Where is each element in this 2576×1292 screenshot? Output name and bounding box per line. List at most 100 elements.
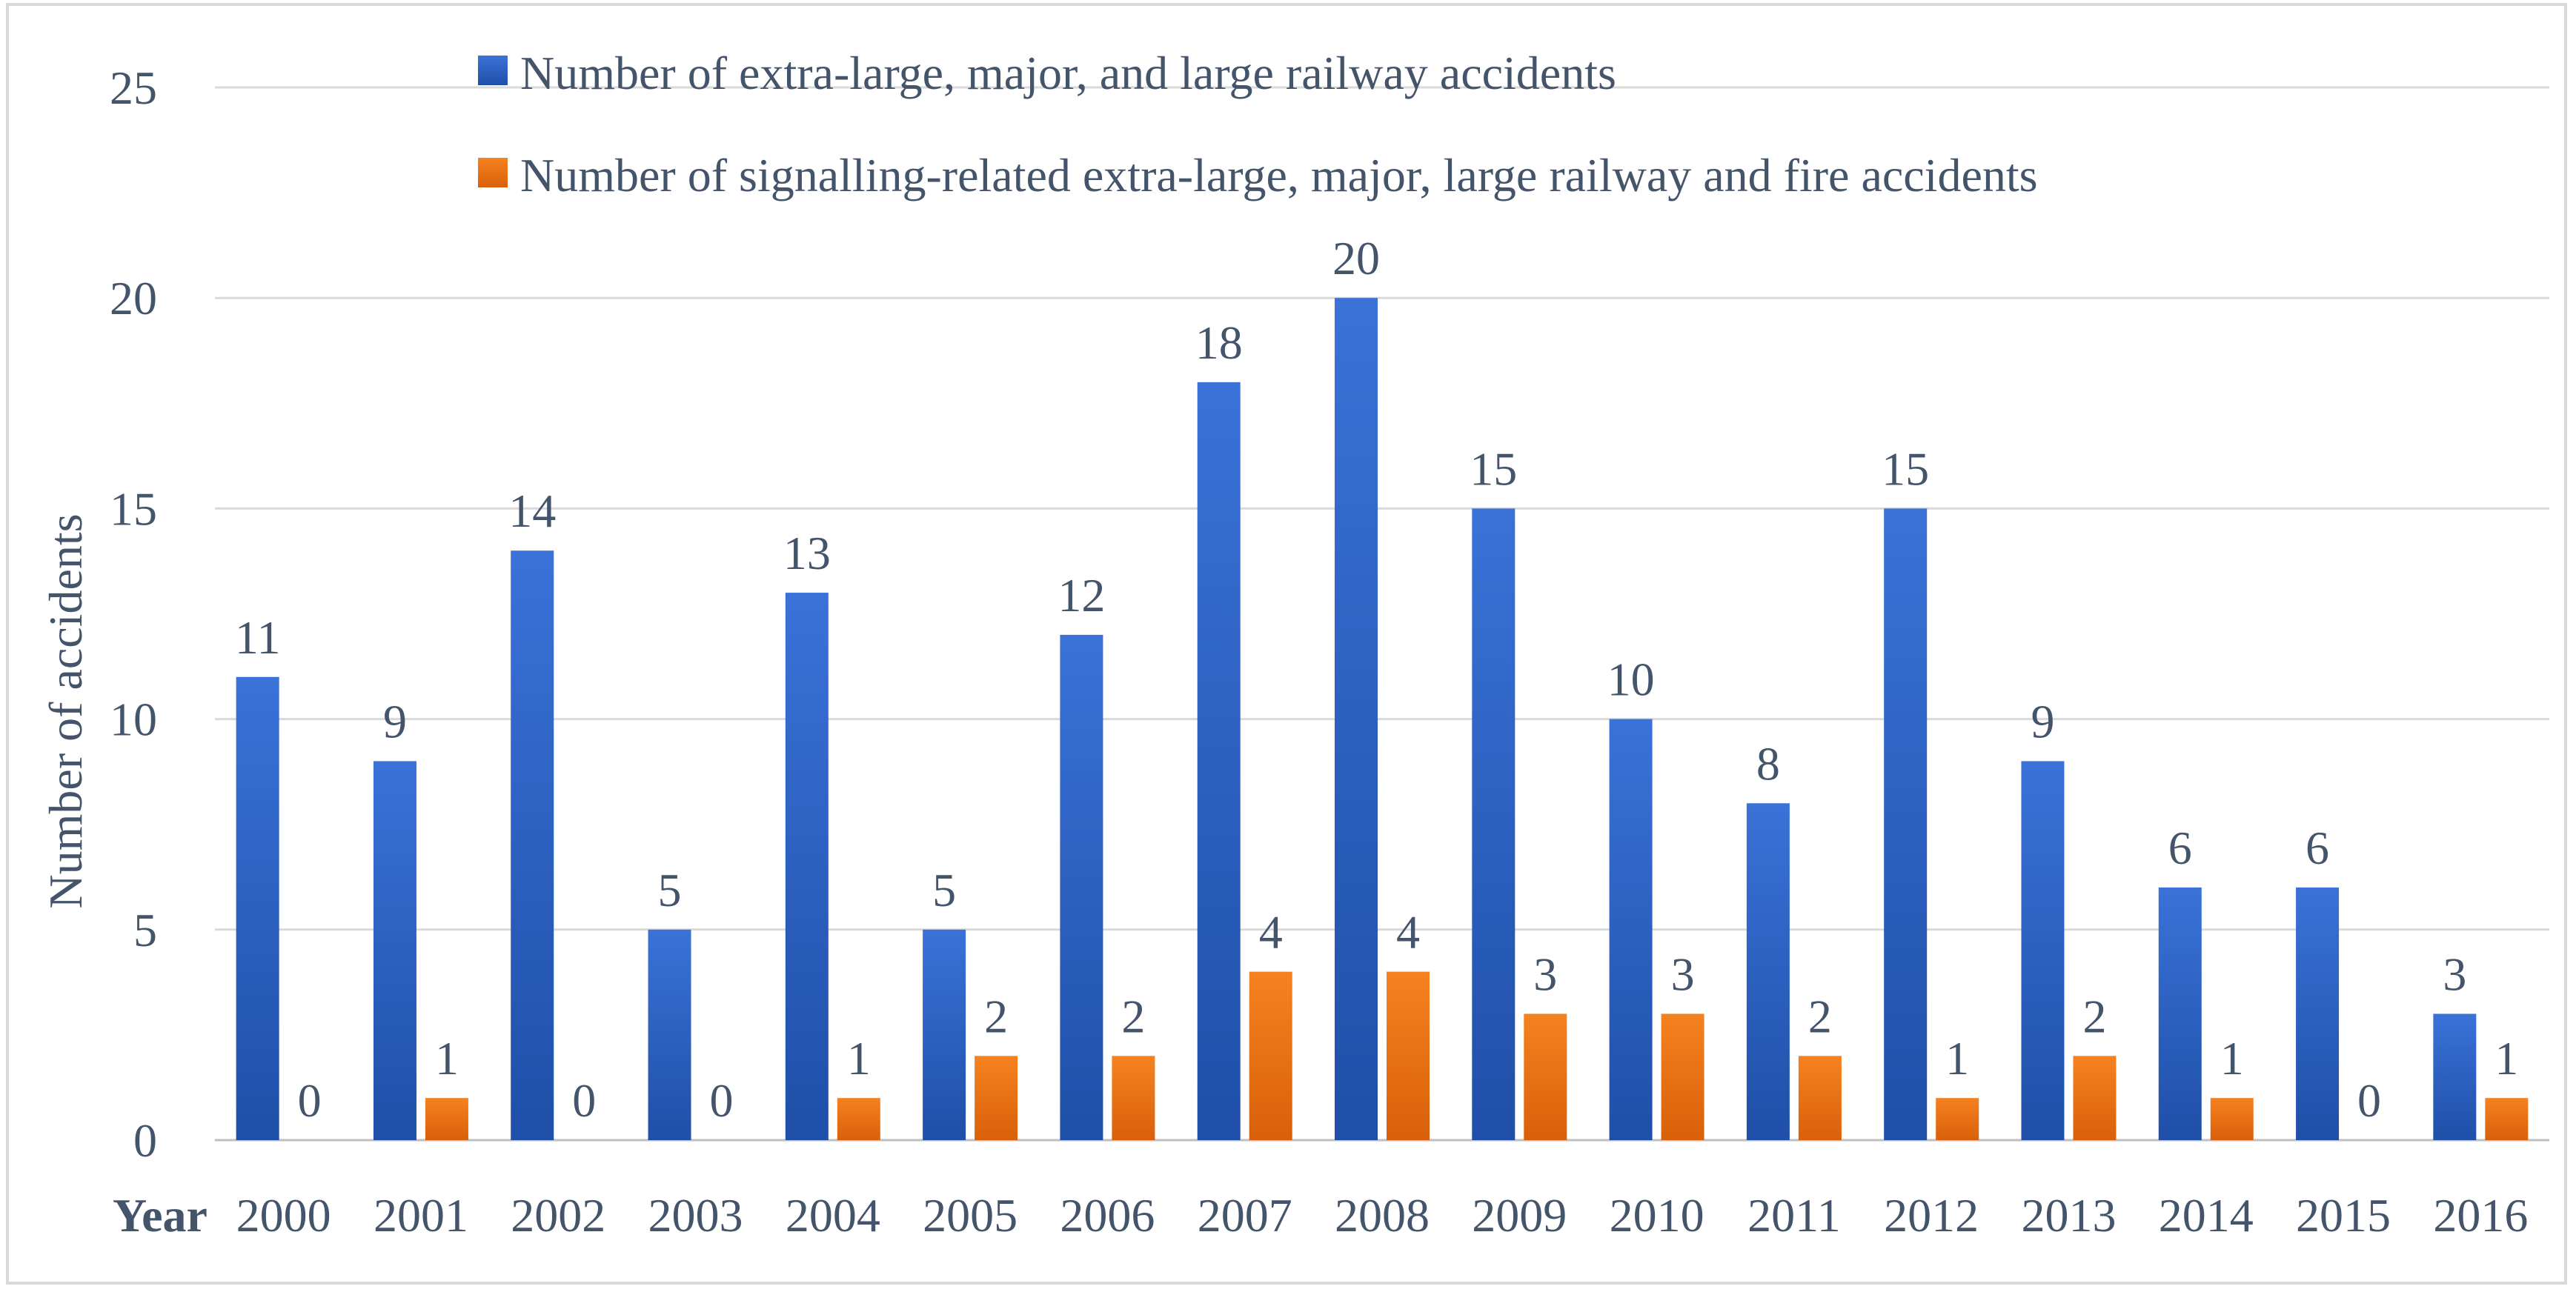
y-axis-ticks: 0 5 10 15 20 25 — [110, 61, 157, 1167]
data-label-series-1-2010: 10 — [1607, 653, 1655, 706]
x-tick-label: 2008 — [1335, 1189, 1430, 1242]
data-label-series-2-2005: 2 — [984, 990, 1008, 1042]
data-label-series-2-2004: 1 — [847, 1032, 871, 1085]
bars — [236, 298, 2529, 1141]
data-label-series-1-2013: 9 — [2031, 695, 2054, 747]
bar-series-2-2001 — [425, 1098, 468, 1140]
data-label-series-2-2016: 1 — [2494, 1032, 2518, 1085]
legend-label-series-1: Number of extra-large, major, and large … — [520, 47, 1616, 99]
bar-series-1-2010 — [1609, 719, 1653, 1140]
data-label-series-1-2016: 3 — [2443, 948, 2466, 1000]
bar-series-2-2005 — [975, 1056, 1018, 1140]
bar-series-2-2006 — [1112, 1056, 1155, 1140]
bar-series-1-2014 — [2158, 887, 2202, 1140]
data-labels: 1109114050131521221842041531038215192616… — [235, 232, 2519, 1127]
bar-series-1-2009 — [1472, 508, 1516, 1140]
bar-series-2-2004 — [837, 1098, 880, 1140]
bar-series-2-2013 — [2073, 1056, 2117, 1140]
legend-swatch-series-1 — [478, 56, 508, 85]
x-tick-label: 2013 — [2021, 1189, 2116, 1242]
bar-series-1-2006 — [1060, 634, 1103, 1140]
legend-label-series-2: Number of signalling-related extra-large… — [520, 149, 2038, 202]
x-tick-label: 2006 — [1060, 1189, 1155, 1242]
data-label-series-1-2009: 15 — [1470, 442, 1517, 495]
y-tick-label: 10 — [110, 693, 157, 746]
bar-series-1-2015 — [2296, 887, 2340, 1140]
x-tick-label: 2000 — [236, 1189, 331, 1242]
bar-series-1-2016 — [2433, 1013, 2477, 1140]
data-label-series-1-2008: 20 — [1332, 232, 1380, 284]
y-tick-label: 20 — [110, 272, 157, 324]
x-tick-label: 2011 — [1747, 1189, 1841, 1242]
data-label-series-1-2006: 12 — [1058, 569, 1105, 622]
bar-series-1-2003 — [648, 929, 691, 1140]
bar-series-1-2005 — [923, 929, 966, 1140]
data-label-series-1-2007: 18 — [1195, 316, 1243, 369]
data-label-series-2-2012: 1 — [1945, 1032, 1969, 1085]
bar-series-2-2011 — [1798, 1056, 1842, 1140]
bar-series-2-2007 — [1249, 971, 1292, 1140]
x-tick-label: 2010 — [1610, 1189, 1704, 1242]
data-label-series-2-2008: 4 — [1396, 906, 1420, 959]
bar-series-1-2011 — [1746, 803, 1790, 1140]
y-tick-label: 0 — [133, 1114, 157, 1167]
data-label-series-2-2011: 2 — [1808, 990, 1832, 1042]
data-label-series-1-2001: 9 — [383, 695, 407, 747]
data-label-series-2-2001: 1 — [435, 1032, 459, 1085]
data-label-series-2-2014: 1 — [2220, 1032, 2244, 1085]
bar-series-2-2009 — [1524, 1013, 1567, 1140]
bar-series-2-2010 — [1661, 1013, 1704, 1140]
x-tick-label: 2007 — [1198, 1189, 1292, 1242]
legend-swatch-series-2 — [478, 158, 508, 187]
bar-series-1-2012 — [1884, 508, 1928, 1140]
x-tick-label: 2012 — [1884, 1189, 1979, 1242]
bar-series-1-2001 — [373, 761, 416, 1140]
data-label-series-1-2015: 6 — [2306, 822, 2329, 874]
data-label-series-1-2014: 6 — [2168, 822, 2192, 874]
x-tick-label: 2014 — [2159, 1189, 2254, 1242]
bar-series-2-2012 — [1936, 1098, 1979, 1140]
data-label-series-1-2005: 5 — [932, 864, 956, 916]
data-label-series-2-2003: 0 — [710, 1074, 734, 1127]
x-tick-label: 2003 — [648, 1189, 743, 1242]
data-label-series-1-2002: 14 — [508, 485, 556, 537]
x-tick-label: 2001 — [374, 1189, 468, 1242]
bar-series-2-2014 — [2210, 1098, 2254, 1140]
y-tick-label: 25 — [110, 61, 157, 114]
bar-series-2-2008 — [1387, 971, 1430, 1140]
data-label-series-2-2010: 3 — [1671, 948, 1695, 1000]
y-tick-label: 15 — [110, 482, 157, 535]
data-label-series-1-2004: 13 — [783, 527, 831, 579]
bar-series-1-2008 — [1335, 298, 1378, 1141]
bar-series-1-2002 — [511, 550, 554, 1140]
data-label-series-2-2013: 2 — [2082, 990, 2106, 1042]
x-tick-label: 2009 — [1472, 1189, 1567, 1242]
y-tick-label: 5 — [133, 904, 157, 956]
x-axis-title: Year — [113, 1189, 208, 1242]
x-axis-ticks: 2000 2001 2002 2003 2004 2005 2006 2007 2008 2009… — [236, 1189, 2529, 1242]
bar-series-1-2004 — [785, 593, 829, 1140]
data-label-series-2-2015: 0 — [2357, 1074, 2381, 1127]
legend: Number of extra-large, major, and large … — [478, 47, 2038, 202]
x-tick-label: 2004 — [786, 1189, 880, 1242]
data-label-series-1-2011: 8 — [1756, 737, 1780, 790]
data-label-series-2-2000: 0 — [298, 1074, 322, 1127]
x-tick-label: 2002 — [511, 1189, 605, 1242]
bar-series-1-2013 — [2021, 761, 2065, 1140]
bar-series-1-2007 — [1197, 382, 1241, 1140]
data-label-series-2-2002: 0 — [572, 1074, 596, 1127]
data-label-series-1-2003: 5 — [658, 864, 682, 916]
bar-series-1-2000 — [236, 676, 279, 1140]
data-label-series-1-2012: 15 — [1882, 442, 1929, 495]
chart-frame — [6, 3, 2567, 1285]
data-label-series-2-2006: 2 — [1121, 990, 1145, 1042]
x-tick-label: 2016 — [2433, 1189, 2528, 1242]
data-label-series-1-2000: 11 — [235, 611, 281, 664]
x-tick-label: 2005 — [923, 1189, 1018, 1242]
y-axis-label: Number of accidents — [39, 513, 92, 908]
bar-series-2-2016 — [2485, 1098, 2529, 1140]
x-tick-label: 2015 — [2296, 1189, 2391, 1242]
data-label-series-2-2007: 4 — [1259, 906, 1283, 959]
data-label-series-2-2009: 3 — [1533, 948, 1557, 1000]
